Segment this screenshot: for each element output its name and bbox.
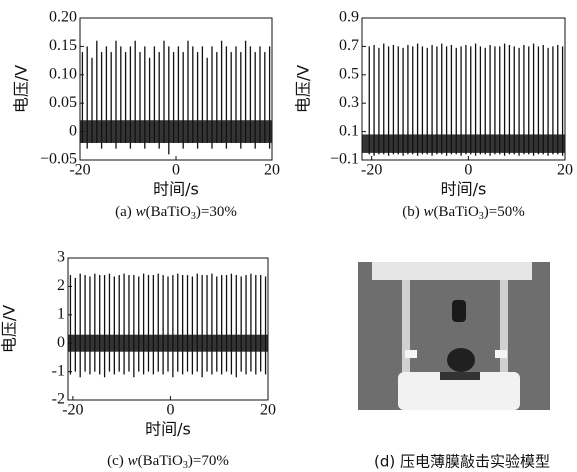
y-axis-label: 电压/V: [12, 65, 31, 113]
caption-part: w: [128, 453, 138, 469]
caption: (d) 压电薄膜敲击实验模型: [374, 453, 550, 471]
caption: (c) w(BaTiO3)=70%: [107, 453, 229, 471]
y-tick-label: 0: [69, 122, 77, 139]
y-axis-label: 电压/V: [294, 65, 313, 113]
noise-band: [362, 134, 565, 153]
base-mount: [440, 372, 480, 380]
caption-part: (BaTiO: [146, 204, 191, 220]
y-tick-label: 0.15: [49, 37, 77, 54]
x-tick-label: 0: [464, 162, 472, 179]
y-tick-label: −0.1: [330, 151, 359, 168]
post-right: [500, 280, 508, 380]
y-tick-label: 0.1: [339, 122, 359, 139]
x-tick-label: -20: [361, 162, 382, 179]
caption-part: )=30%: [196, 204, 237, 220]
apparatus-top: [372, 262, 532, 280]
hammer: [452, 300, 466, 322]
y-axis-label: 电压/V: [0, 305, 19, 353]
plot-frame: [67, 257, 269, 401]
noise-band: [80, 120, 272, 143]
clamp-right: [495, 350, 507, 358]
x-tick-label: 20: [264, 162, 280, 179]
y-tick-label: 0.10: [49, 65, 77, 82]
caption-part: (BaTiO: [138, 453, 183, 469]
y-tick-label: 0.7: [339, 37, 359, 54]
caption-part: (BaTiO: [434, 204, 479, 220]
x-tick-label: 0: [172, 162, 180, 179]
y-tick-label: 0.9: [339, 9, 359, 26]
x-axis-label: 时间/s: [153, 180, 199, 199]
y-tick-label: 2: [57, 277, 65, 294]
caption-part: 3: [479, 211, 484, 222]
x-axis-label: 时间/s: [145, 420, 191, 439]
caption: (b) w(BaTiO3)=50%: [402, 204, 525, 222]
x-tick-label: -20: [62, 402, 83, 419]
caption-part: (a): [115, 204, 135, 220]
y-tick-label: 0.3: [339, 94, 359, 111]
x-axis-label: 时间/s: [441, 180, 487, 199]
post-left: [402, 280, 410, 380]
photo: [358, 262, 550, 410]
x-tick-label: -20: [69, 162, 90, 179]
y-tick-label: 3: [57, 249, 65, 266]
caption-part: w: [136, 204, 146, 220]
x-tick-label: 20: [557, 162, 573, 179]
y-tick-label: -2: [52, 391, 65, 408]
y-tick-label: 0: [57, 334, 65, 351]
y-tick-label: 1: [57, 305, 65, 322]
y-tick-label: 0.20: [49, 9, 77, 26]
caption-part: 3: [191, 211, 196, 222]
caption-part: w: [423, 204, 433, 220]
base: [398, 372, 520, 410]
y-tick-label: 0.5: [339, 65, 359, 82]
caption-part: 3: [183, 460, 188, 471]
caption-part: )=50%: [484, 204, 525, 220]
y-tick-label: −0.05: [40, 151, 77, 168]
y-tick-label: 0.05: [49, 94, 77, 111]
sample: [447, 348, 475, 372]
caption-part: )=70%: [188, 453, 229, 469]
caption-part: (b): [402, 204, 423, 220]
plot-frame: [361, 17, 566, 161]
caption: (a) w(BaTiO3)=30%: [115, 204, 237, 222]
y-tick-label: -1: [52, 362, 65, 379]
caption-part: (c): [107, 453, 127, 469]
x-tick-label: 20: [260, 402, 276, 419]
x-tick-label: 0: [166, 402, 174, 419]
clamp-left: [405, 350, 417, 358]
